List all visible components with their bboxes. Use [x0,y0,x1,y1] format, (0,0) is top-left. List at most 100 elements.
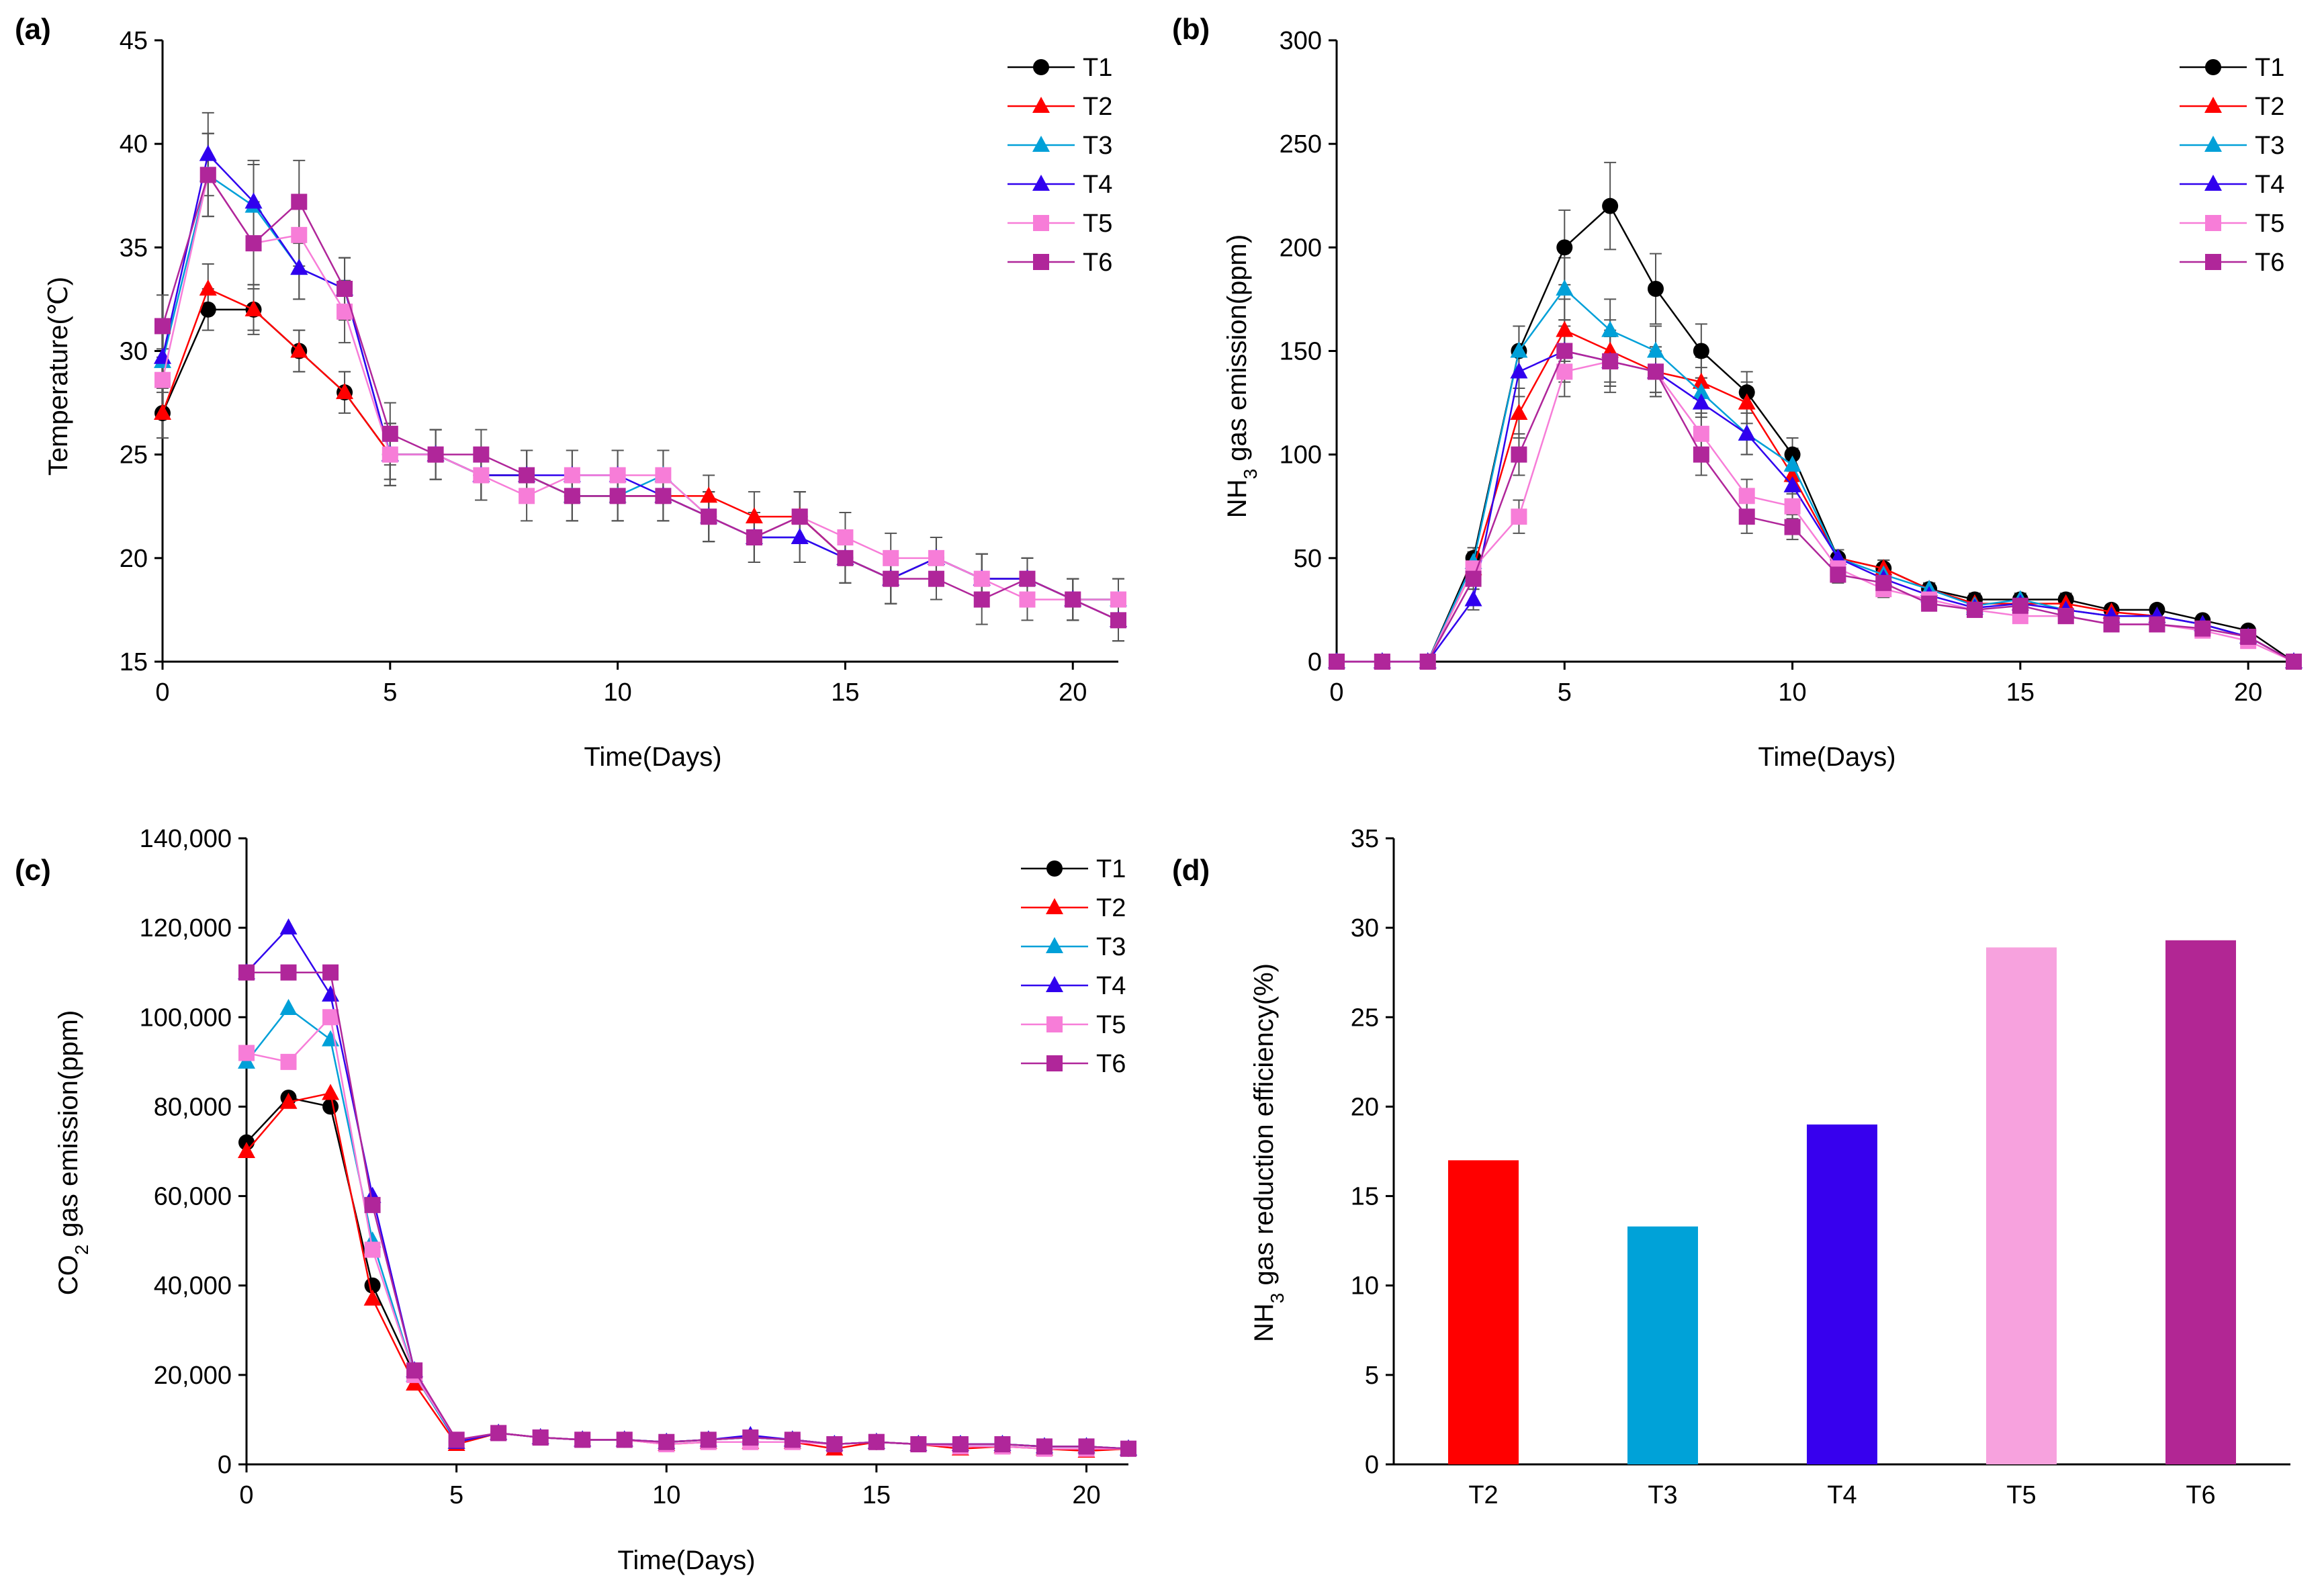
data-point-T6 [1967,601,1983,618]
data-point-T3 [1510,341,1528,358]
y-tick-label: 100 [1280,441,1322,470]
data-point-T2 [154,404,171,420]
data-point-T5 [1784,498,1801,515]
y-tick-label: 35 [120,234,148,262]
legend-marker-T5 [1046,1016,1063,1032]
legend-label-T1: T1 [2255,54,2284,82]
data-point-T6 [1078,1438,1095,1455]
data-point-T5 [1556,363,1573,380]
series-line-T6 [247,971,1129,1450]
series-line-T5 [161,173,1118,601]
y-tick-label: 0 [1308,648,1322,676]
legend-marker-T6 [1046,1055,1063,1071]
data-point-T4 [244,192,263,209]
data-point-T6 [574,1431,591,1448]
bar-T4 [1807,1124,1877,1464]
data-point-T6 [910,1436,927,1453]
data-point-T6 [658,1433,675,1450]
data-point-T6 [1065,591,1081,608]
data-point-T6 [2240,629,2257,645]
data-point-T6 [1556,343,1573,359]
panel-c-plot-area: 0 20,000 40,000 60,000 80,000 100,000 120,000 1… [140,825,1137,1509]
data-point-T6 [2103,616,2120,633]
data-point-T6 [532,1429,549,1446]
data-point-T6 [322,964,339,981]
data-point-T6 [609,488,626,504]
data-point-T5 [1693,425,1709,442]
data-point-T6 [1465,570,1482,587]
x-category-label: T4 [1827,1481,1857,1509]
data-point-T6 [1036,1438,1053,1455]
data-point-T6 [1374,654,1390,670]
data-point-T6 [1921,595,1938,612]
legend-label-T2: T2 [1083,93,1112,121]
data-point-T2 [700,486,718,503]
legend-label-T4: T4 [1096,972,1126,1000]
legend-label-T6: T6 [2255,249,2284,277]
data-point-T2 [279,1092,298,1109]
y-tick-label: 45 [120,27,148,55]
data-point-T6 [837,549,854,566]
legend-label-T2: T2 [2255,93,2284,121]
data-point-T6 [746,529,762,545]
data-point-T6 [154,318,171,335]
data-point-T5 [1511,508,1527,525]
data-point-T5 [322,1009,339,1026]
data-point-T4 [1510,362,1528,379]
data-point-T6 [1602,353,1619,369]
legend-marker-T1 [1046,860,1063,877]
x-tick-label: 5 [449,1481,463,1509]
data-point-T6 [427,446,444,463]
data-point-T6 [1511,446,1527,463]
legend-marker-T3 [2204,136,2222,152]
data-point-T5 [238,1045,255,1061]
data-point-T4 [322,985,340,1002]
data-point-T6 [742,1429,759,1446]
legend-label-T5: T5 [2255,210,2284,238]
data-point-T1 [1693,343,1709,359]
data-point-T6 [1738,508,1755,525]
legend-marker-T5 [2205,215,2221,231]
panel-a-plot-area: 15 20 25 30 35 40 45 0 5 10 15 20 T1 T2 T3 T4 T5 T6 [120,27,1127,707]
y-tick-label: 35 [1351,825,1379,853]
legend-label-T6: T6 [1083,249,1112,277]
x-tick-label: 5 [383,678,397,707]
y-tick-label: 20 [1351,1093,1379,1121]
x-tick-label: 15 [2006,678,2035,707]
data-point-T6 [564,488,580,504]
data-point-T5 [291,226,308,243]
x-tick-label: 15 [862,1481,891,1509]
data-point-T6 [883,570,899,587]
data-point-T2 [238,1142,255,1158]
y-tick-label: 250 [1280,130,1322,159]
data-point-T6 [382,425,398,442]
legend-marker-T6 [1033,254,1049,270]
data-point-T3 [1556,279,1574,296]
legend-marker-T6 [2205,254,2221,270]
legend-label-T3: T3 [2255,132,2284,160]
data-point-T4 [279,918,298,935]
data-point-T4 [791,528,809,544]
data-point-T6 [291,193,308,210]
panel-a-temperature-chart: (a) 15 20 25 30 35 40 45 0 5 10 15 20 T1 T2 T3 T4 T5 T6 T… [15,13,1127,772]
panel-b-label: (b) [1172,13,1210,46]
legend-marker-T3 [1046,937,1063,953]
data-point-T6 [473,446,490,463]
data-point-T6 [2057,608,2074,625]
legend-label-T3: T3 [1083,132,1112,160]
panel-a-x-axis-label: Time(Days) [584,742,721,772]
panel-b-nh3-emission-chart: (b) 0 50 100 150 200 250 300 0 5 10 15 20 T1 T2 T3 T4 T5… [1172,13,2303,772]
panel-d-label: (d) [1172,854,1210,887]
legend-marker-T2 [1032,97,1050,113]
y-tick-label: 50 [1294,545,1322,573]
y-tick-label: 100,000 [140,1004,232,1032]
panel-a-y-axis-label: Temperature(℃) [44,277,73,476]
data-point-T6 [1784,519,1801,535]
bar-T5 [1986,947,2057,1464]
x-tick-label: 0 [1329,678,1343,707]
y-tick-label: 150 [1280,338,1322,366]
bar-T3 [1627,1226,1698,1464]
data-point-T6 [280,964,297,981]
legend-marker-T3 [1032,136,1050,152]
